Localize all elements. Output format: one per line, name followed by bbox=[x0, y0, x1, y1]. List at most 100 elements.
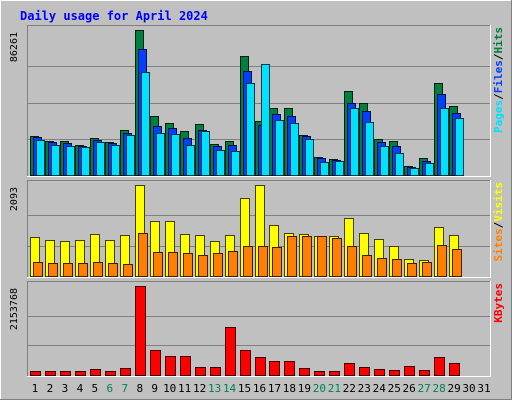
bar-pages-day-15 bbox=[246, 83, 255, 176]
bar-pages-day-26 bbox=[410, 168, 419, 176]
xtick-label: 16 bbox=[253, 382, 266, 395]
bar-kbytes-day-5 bbox=[90, 369, 101, 376]
legend-entry: Pages bbox=[492, 100, 505, 133]
xtick-label: 10 bbox=[163, 382, 176, 395]
bar-sites-day-15 bbox=[243, 246, 253, 277]
bar-sites-day-25 bbox=[392, 259, 402, 277]
bar-kbytes-day-6 bbox=[105, 371, 116, 376]
bar-pages-day-22 bbox=[350, 108, 359, 176]
xtick-label: 28 bbox=[432, 382, 445, 395]
series-pages bbox=[36, 64, 464, 176]
xtick-label: 5 bbox=[92, 382, 99, 395]
bar-sites-day-29 bbox=[452, 249, 462, 277]
bar-sites-day-6 bbox=[108, 263, 118, 277]
xtick-label: 13 bbox=[208, 382, 221, 395]
xtick-label: 15 bbox=[238, 382, 251, 395]
bar-sites-day-21 bbox=[332, 238, 342, 277]
xtick-label: 14 bbox=[223, 382, 237, 395]
xtick-label: 7 bbox=[121, 382, 128, 395]
xtick-label: 29 bbox=[447, 382, 460, 395]
bar-kbytes-day-13 bbox=[210, 367, 221, 376]
bar-pages-day-21 bbox=[335, 161, 344, 176]
bar-kbytes-day-12 bbox=[195, 367, 206, 376]
xtick-label: 1 bbox=[32, 382, 39, 395]
series-sites bbox=[33, 233, 462, 277]
bar-kbytes-day-7 bbox=[120, 368, 131, 376]
series-kbytes bbox=[30, 286, 460, 376]
bar-sites-day-24 bbox=[377, 258, 387, 277]
bar-kbytes-day-3 bbox=[60, 371, 71, 376]
chart-title: Daily usage for April 2024 bbox=[20, 9, 208, 23]
bar-pages-day-14 bbox=[231, 151, 240, 176]
bar-kbytes-day-17 bbox=[269, 361, 280, 376]
bar-sites-day-4 bbox=[78, 263, 88, 277]
bar-sites-day-1 bbox=[33, 262, 43, 277]
bar-kbytes-day-24 bbox=[374, 369, 385, 376]
bar-pages-day-16 bbox=[261, 64, 270, 176]
bar-pages-day-24 bbox=[380, 146, 389, 176]
bar-sites-day-9 bbox=[153, 252, 163, 277]
xtick-label: 21 bbox=[328, 382, 341, 395]
legend-entry: Hits bbox=[492, 27, 505, 54]
bar-pages-day-18 bbox=[290, 123, 299, 176]
panel-bottom: 2153768 KBytes bbox=[9, 281, 505, 377]
bar-kbytes-day-23 bbox=[359, 367, 370, 376]
bar-kbytes-day-2 bbox=[45, 371, 56, 376]
panels: 86261 Pages/Files/Hits 2093 Sites / Visits 215… bbox=[9, 25, 505, 377]
bar-kbytes-day-28 bbox=[434, 357, 445, 376]
xtick-label: 22 bbox=[343, 382, 356, 395]
legend-entry: KBytes bbox=[492, 283, 505, 323]
bar-pages-day-12 bbox=[201, 131, 210, 176]
x-axis-labels: 1 2 3 4 5 6 7 8 9 10 11 12 13 14 15 16 17 18 19 20 21 22 23 24 2… bbox=[32, 382, 491, 395]
bar-kbytes-day-1 bbox=[30, 371, 41, 376]
xtick-label: 20 bbox=[313, 382, 326, 395]
ytick-label-bottom: 2153768 bbox=[9, 288, 20, 330]
bar-sites-day-13 bbox=[213, 253, 223, 277]
xtick-label: 11 bbox=[178, 382, 191, 395]
bar-sites-day-19 bbox=[302, 236, 312, 277]
bar-pages-day-11 bbox=[186, 145, 195, 176]
bar-kbytes-day-25 bbox=[389, 370, 400, 376]
bar-pages-day-27 bbox=[425, 163, 434, 176]
bar-kbytes-day-18 bbox=[284, 361, 295, 376]
ytick-label-top: 86261 bbox=[9, 32, 20, 62]
bar-kbytes-day-4 bbox=[75, 371, 86, 376]
xtick-label: 27 bbox=[418, 382, 431, 395]
bar-sites-day-3 bbox=[63, 263, 73, 277]
legend-entry: / bbox=[492, 53, 505, 60]
legend-top: Pages/Files/Hits bbox=[492, 27, 505, 133]
legend-entry: Visits bbox=[492, 182, 505, 222]
bar-sites-day-17 bbox=[272, 247, 282, 277]
legend-bottom: KBytes bbox=[492, 283, 505, 323]
bar-pages-day-1 bbox=[36, 140, 45, 176]
panel-top: 86261 Pages/Files/Hits bbox=[9, 25, 505, 177]
xtick-label: 2 bbox=[47, 382, 54, 395]
bar-kbytes-day-26 bbox=[404, 366, 415, 376]
bar-sites-day-5 bbox=[93, 262, 103, 277]
bar-pages-day-5 bbox=[96, 142, 105, 176]
bar-kbytes-day-14 bbox=[225, 327, 236, 376]
bar-pages-day-8 bbox=[141, 72, 150, 176]
xtick-label: 18 bbox=[283, 382, 296, 395]
bar-sites-day-14 bbox=[228, 251, 238, 277]
bar-pages-day-23 bbox=[365, 122, 374, 176]
bar-sites-day-2 bbox=[48, 263, 58, 277]
ytick-label-middle: 2093 bbox=[9, 187, 20, 211]
bar-sites-day-28 bbox=[437, 245, 447, 277]
bar-kbytes-day-27 bbox=[419, 370, 430, 376]
bar-sites-day-16 bbox=[258, 246, 268, 277]
bar-pages-day-20 bbox=[320, 162, 329, 176]
bar-pages-day-6 bbox=[111, 145, 120, 176]
xtick-label: 17 bbox=[268, 382, 281, 395]
bar-pages-day-4 bbox=[81, 147, 90, 176]
bar-pages-day-17 bbox=[275, 120, 284, 176]
legend-entry: / bbox=[492, 93, 505, 100]
legend-entry: Sites bbox=[492, 228, 505, 261]
bar-sites-day-20 bbox=[317, 236, 327, 277]
bar-pages-day-9 bbox=[156, 133, 165, 176]
bar-kbytes-day-11 bbox=[180, 356, 191, 376]
bar-pages-day-28 bbox=[440, 108, 449, 176]
xtick-label: 19 bbox=[298, 382, 311, 395]
bar-kbytes-day-22 bbox=[344, 363, 355, 376]
